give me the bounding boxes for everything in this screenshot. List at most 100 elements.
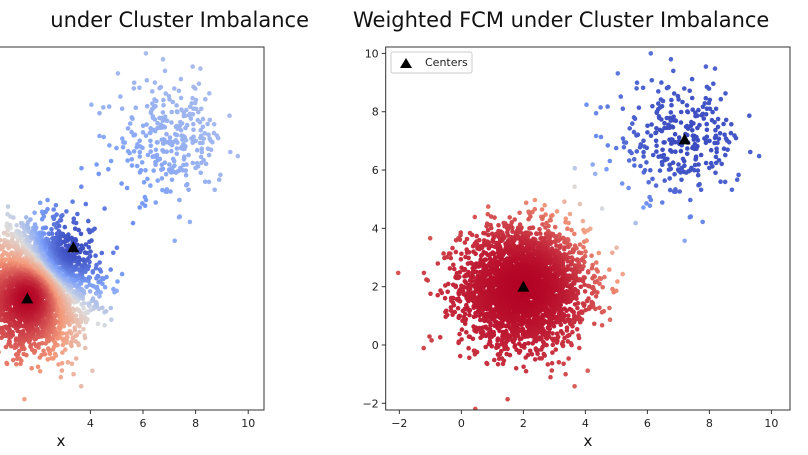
data-point [199, 146, 205, 151]
data-point [169, 109, 174, 115]
data-point [505, 396, 510, 402]
data-point [646, 180, 651, 185]
data-point [148, 110, 154, 116]
data-point [671, 91, 677, 96]
data-point [455, 305, 461, 311]
x-tick-label: 4 [87, 417, 94, 430]
data-point [56, 223, 62, 229]
axes-frame [0, 46, 265, 411]
data-point [181, 157, 187, 162]
data-point [160, 141, 166, 146]
data-point [206, 132, 211, 137]
data-point [581, 245, 586, 250]
data-point [466, 250, 472, 255]
data-point [597, 305, 602, 311]
data-point [191, 121, 196, 127]
data-point [567, 211, 573, 217]
data-point [66, 232, 71, 237]
data-point [610, 286, 615, 292]
data-point [94, 262, 99, 268]
data-point [549, 336, 555, 342]
data-point [747, 113, 752, 118]
data-point [565, 244, 571, 250]
data-point [150, 89, 155, 94]
data-point [59, 368, 65, 373]
data-point [199, 160, 204, 166]
data-point [211, 122, 217, 127]
data-point [554, 209, 560, 214]
data-point [32, 341, 37, 347]
data-point [556, 311, 562, 317]
data-point [79, 165, 84, 171]
data-point [638, 142, 644, 147]
data-point [457, 331, 462, 337]
data-point [152, 128, 158, 134]
data-point [127, 150, 132, 156]
data-point [499, 238, 504, 243]
data-point [207, 117, 213, 123]
data-point [108, 305, 114, 311]
data-point [513, 366, 519, 371]
data-point [64, 331, 69, 337]
data-point [159, 162, 165, 168]
data-point [114, 145, 119, 151]
data-point [97, 294, 102, 299]
data-point [35, 364, 41, 370]
data-point [11, 215, 16, 220]
data-point [605, 104, 610, 109]
data-point [589, 291, 595, 296]
data-point [599, 310, 605, 315]
data-point [660, 98, 666, 104]
data-point [641, 149, 646, 155]
data-point [636, 105, 642, 110]
data-point [447, 266, 453, 271]
data-point [73, 220, 79, 226]
data-point [641, 154, 646, 159]
data-point [729, 122, 734, 127]
data-point [138, 144, 143, 149]
data-point [540, 344, 545, 350]
data-point [561, 246, 567, 252]
data-point [203, 96, 208, 102]
data-point [689, 76, 695, 82]
data-point [510, 225, 515, 231]
data-point [547, 218, 553, 223]
data-point [466, 345, 471, 351]
data-point [604, 166, 609, 172]
data-point [565, 226, 570, 231]
data-point [64, 209, 69, 214]
data-point [133, 105, 139, 110]
data-point [713, 170, 718, 176]
data-point [5, 252, 10, 258]
data-point [160, 187, 165, 193]
data-point [190, 140, 195, 146]
data-point [20, 328, 26, 334]
data-point [561, 361, 566, 367]
data-point [614, 245, 619, 250]
data-point [446, 281, 451, 287]
data-point [124, 185, 130, 191]
data-point [451, 303, 457, 308]
data-point [191, 127, 196, 133]
data-point [593, 110, 599, 116]
data-point [125, 158, 130, 163]
data-point [53, 202, 59, 208]
data-point [484, 360, 489, 366]
data-point [619, 181, 625, 186]
data-point [0, 253, 5, 258]
data-point [97, 110, 102, 116]
data-point [556, 360, 562, 365]
data-point [161, 97, 166, 103]
data-point [194, 147, 200, 153]
data-point [491, 329, 497, 335]
data-point [159, 167, 164, 172]
data-point [610, 250, 615, 256]
data-point [649, 78, 655, 83]
data-point [490, 239, 496, 244]
data-point [163, 172, 169, 177]
data-point [492, 244, 498, 250]
data-point [227, 113, 232, 118]
data-point [620, 136, 626, 141]
data-point [572, 384, 577, 389]
data-point [208, 138, 213, 143]
